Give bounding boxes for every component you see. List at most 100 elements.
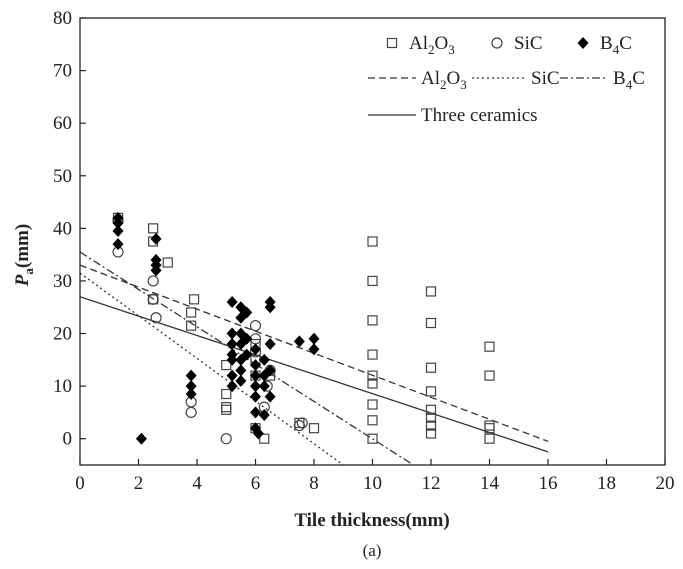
x-tick-label: 6 xyxy=(251,473,261,494)
data-point-al2o3 xyxy=(425,386,437,397)
legend-marker-al2o3 xyxy=(386,37,398,49)
data-point-b4c xyxy=(150,264,162,277)
data-point-al2o3 xyxy=(425,404,437,415)
fit-line-sic xyxy=(80,272,344,465)
data-point-al2o3 xyxy=(484,433,495,444)
data-point-sic xyxy=(185,406,197,419)
data-point-b4c xyxy=(293,335,305,348)
data-point-b4c xyxy=(258,353,270,366)
figure-caption: (a) xyxy=(363,541,382,560)
legend-label-sic-part: SiC xyxy=(514,33,543,54)
data-point-al2o3 xyxy=(259,433,270,444)
legend-line-label-al2o3-part: Al xyxy=(421,68,440,89)
data-point-b4c xyxy=(112,224,124,237)
data-point-al2o3 xyxy=(367,399,378,410)
data-point-b4c xyxy=(241,332,253,345)
plot-frame xyxy=(79,17,666,466)
data-point-sic xyxy=(249,320,262,332)
series-b4c xyxy=(112,211,320,445)
y-axis-title-subscript: a xyxy=(21,268,36,275)
data-point-al2o3 xyxy=(425,428,437,439)
data-point-al2o3 xyxy=(294,417,305,429)
fit-line-three-ceramics xyxy=(80,296,549,453)
data-point-b4c xyxy=(226,327,238,340)
data-point-sic xyxy=(150,312,162,324)
data-point-b4c xyxy=(264,338,276,351)
data-point-al2o3 xyxy=(425,317,437,329)
data-point-b4c xyxy=(264,364,276,377)
legend-label-b4c: B4C xyxy=(600,33,632,57)
series-sic xyxy=(112,214,308,445)
legend-line-label-b4c: B4C xyxy=(613,68,645,92)
x-tick-label: 16 xyxy=(539,473,558,494)
x-tick-label: 10 xyxy=(363,473,382,494)
data-point-b4c xyxy=(264,390,276,403)
data-point-b4c xyxy=(250,406,261,419)
data-point-sic xyxy=(296,417,308,429)
data-point-al2o3 xyxy=(186,320,197,331)
data-point-b4c xyxy=(250,390,261,403)
legend-line-label-b4c-part: B xyxy=(613,68,626,89)
legend-label-al2o3-part: 3 xyxy=(448,42,455,57)
data-point-sic xyxy=(147,293,159,305)
y-axis-title-unit: (mm) xyxy=(12,224,33,268)
data-point-al2o3 xyxy=(367,433,378,444)
legend-line-label-al2o3: Al2O3 xyxy=(421,68,467,92)
series-al2o3 xyxy=(112,212,495,444)
y-axis-title: Pa(mm) xyxy=(12,224,36,287)
legend-marker-b4c xyxy=(577,37,589,49)
data-point-al2o3 xyxy=(367,370,378,381)
data-point-b4c xyxy=(185,380,197,393)
legend-label-b4c-part: C xyxy=(619,33,632,54)
legend-line-label-b4c-part: 4 xyxy=(626,77,633,92)
data-point-al2o3 xyxy=(186,307,197,318)
data-point-al2o3 xyxy=(221,402,232,413)
data-point-al2o3 xyxy=(367,415,378,426)
y-tick-label: 30 xyxy=(53,271,72,292)
x-tick-label: 8 xyxy=(309,473,319,494)
x-tick-label: 2 xyxy=(134,473,144,494)
y-axis-title-symbol: P xyxy=(12,274,33,287)
data-point-sic xyxy=(293,419,305,432)
data-point-b4c xyxy=(235,364,247,377)
legend-line-label-al2o3-part: 2 xyxy=(440,77,447,92)
data-point-b4c xyxy=(150,232,162,245)
data-point-b4c xyxy=(112,238,124,251)
data-point-b4c xyxy=(112,217,124,230)
legend-label-al2o3-part: O xyxy=(435,33,449,54)
data-point-b4c xyxy=(258,380,270,393)
x-tick-label: 14 xyxy=(480,473,500,494)
y-tick-label: 0 xyxy=(63,429,73,450)
y-tick-label: 40 xyxy=(53,218,72,239)
legend-line-label-sic-part: SiC xyxy=(531,68,560,89)
legend-label-three-ceramics: Three ceramics xyxy=(421,105,538,126)
data-point-b4c xyxy=(252,427,264,440)
y-tick-label: 60 xyxy=(53,113,72,134)
data-point-al2o3 xyxy=(367,275,378,287)
data-point-b4c xyxy=(250,380,261,393)
x-tick-label: 0 xyxy=(75,473,85,494)
data-point-b4c xyxy=(308,332,320,345)
data-point-b4c xyxy=(250,369,261,382)
legend-label-al2o3: Al2O3 xyxy=(409,33,455,57)
legend-line-label-sic: SiC xyxy=(531,68,560,89)
data-point-b4c xyxy=(226,369,238,382)
x-tick-label: 12 xyxy=(422,473,441,494)
data-point-b4c xyxy=(258,409,270,422)
data-point-al2o3 xyxy=(308,423,320,434)
data-point-b4c xyxy=(235,374,247,387)
x-tick-label: 18 xyxy=(597,473,616,494)
y-tick-label: 50 xyxy=(53,166,72,187)
data-point-al2o3 xyxy=(484,370,495,381)
y-tick-label: 80 xyxy=(53,8,72,29)
data-point-b4c xyxy=(226,380,238,393)
data-point-al2o3 xyxy=(188,294,200,305)
data-point-b4c xyxy=(185,369,197,382)
data-point-b4c xyxy=(241,306,253,319)
data-point-al2o3 xyxy=(425,362,437,373)
data-point-al2o3 xyxy=(425,412,437,423)
data-point-b4c xyxy=(250,343,261,356)
legend-label-b4c-part: B xyxy=(600,33,613,54)
data-point-al2o3 xyxy=(367,236,378,247)
